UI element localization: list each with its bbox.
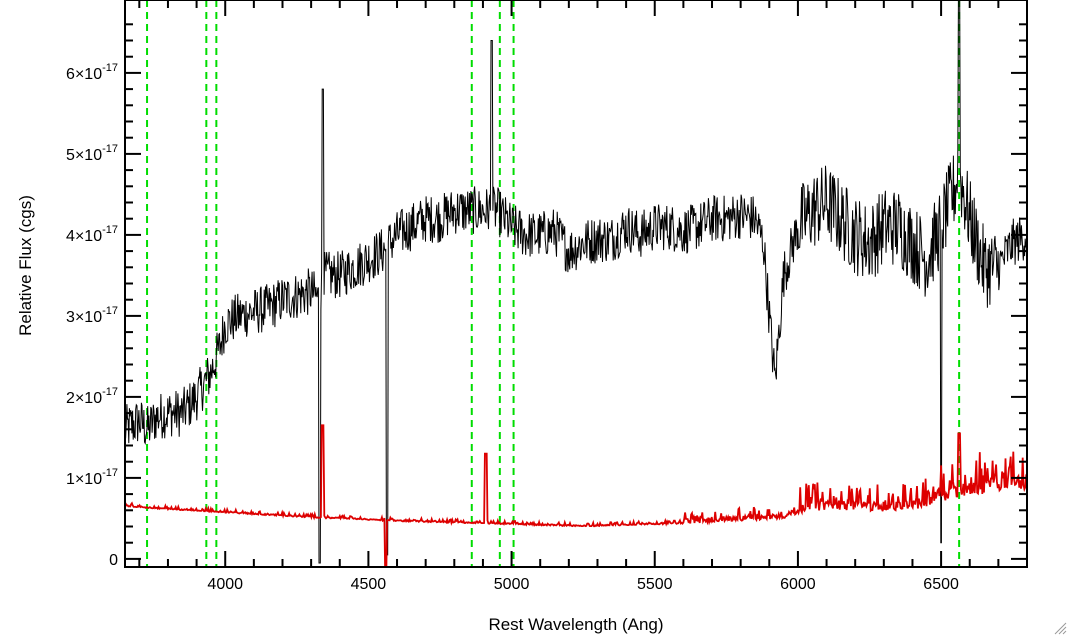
x-tick-label: 5000 xyxy=(494,576,530,593)
spectrum-series-2 xyxy=(125,424,1027,567)
y-axis-title: Relative Flux (cgs) xyxy=(16,195,35,336)
x-axis-title: Rest Wavelength (Ang) xyxy=(488,615,663,634)
x-tick-labels: 4000 4500 5000 5500 6000 6500 xyxy=(207,576,959,593)
resize-grip-icon[interactable] xyxy=(1053,621,1067,635)
y-tick-label: 3×10-17 xyxy=(66,305,118,326)
spectra xyxy=(125,0,1027,567)
y-tick-label: 2×10-17 xyxy=(66,386,118,407)
y-tick-label: 0 xyxy=(109,552,118,569)
y-tick-label: 5×10-17 xyxy=(66,143,118,164)
axis-ticks xyxy=(125,0,1028,567)
x-tick-label: 5500 xyxy=(637,576,673,593)
x-tick-label: 6000 xyxy=(780,576,816,593)
plot-frame xyxy=(124,0,1028,568)
y-tick-label: 6×10-17 xyxy=(66,62,118,83)
y-tick-label: 1×10-17 xyxy=(66,467,118,488)
y-tick-label: 4×10-17 xyxy=(66,224,118,245)
x-tick-label: 6500 xyxy=(923,576,959,593)
x-tick-label: 4000 xyxy=(207,576,243,593)
spectrum-series-1 xyxy=(125,0,1027,564)
x-tick-label: 4500 xyxy=(351,576,387,593)
reference-lines xyxy=(146,0,961,567)
y-tick-labels: 0 1×10-17 2×10-17 3×10-17 4×10-17 5×10-17 6×10… xyxy=(66,62,118,569)
